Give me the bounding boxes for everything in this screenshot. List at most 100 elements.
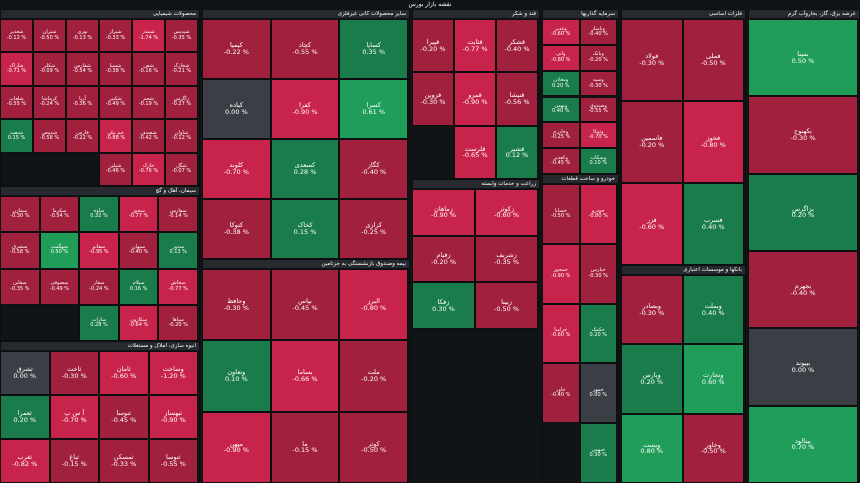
treemap-tile[interactable]: وسکاب 0.10 % bbox=[579, 148, 617, 173]
treemap-tile[interactable]: بساما -0.66 % bbox=[270, 340, 340, 412]
treemap-tile[interactable]: فارس -0.22 % bbox=[66, 119, 99, 153]
treemap-tile[interactable]: بزاگرس 0.20 % bbox=[749, 173, 858, 251]
treemap-tile[interactable]: قپیرا -0.20 % bbox=[413, 19, 454, 73]
treemap-tile[interactable]: قلرست -0.65 % bbox=[454, 125, 496, 178]
treemap-tile[interactable]: سدور 0.13 % bbox=[158, 232, 198, 269]
treemap-tile[interactable]: ثاخت -0.30 % bbox=[49, 351, 99, 395]
treemap-tile[interactable]: سبهان -0.40 % bbox=[118, 232, 159, 269]
treemap-tile[interactable]: خمهر 0.00 % bbox=[579, 363, 617, 424]
treemap-tile[interactable]: ثباغ -0.15 % bbox=[49, 439, 99, 482]
treemap-tile[interactable]: سمازن -0.30 % bbox=[1, 196, 40, 233]
treemap-tile[interactable]: سشرق -0.58 % bbox=[1, 232, 40, 269]
treemap-tile[interactable]: شفارس -0.54 % bbox=[66, 52, 99, 86]
treemap-tile[interactable]: ومعادن 0.20 % bbox=[543, 70, 580, 97]
treemap-tile[interactable]: ثغرب -0.82 % bbox=[1, 439, 50, 482]
treemap-tile[interactable]: شیراز -0.33 % bbox=[99, 19, 132, 53]
treemap-tile[interactable]: وتجارت 0.60 % bbox=[682, 344, 744, 414]
treemap-tile[interactable]: واتی -0.80 % bbox=[543, 44, 580, 71]
treemap-tile[interactable]: سخاش -0.77 % bbox=[158, 268, 198, 305]
treemap-tile[interactable]: خاور -0.40 % bbox=[543, 363, 580, 424]
treemap-tile[interactable]: شگل -0.07 % bbox=[165, 152, 198, 185]
treemap-tile[interactable]: وخاور -0.50 % bbox=[682, 413, 744, 482]
treemap-tile[interactable]: ما -0.15 % bbox=[270, 411, 340, 482]
treemap-tile[interactable]: شسپا -0.38 % bbox=[99, 52, 132, 86]
treemap-tile[interactable]: زبینا -0.50 % bbox=[475, 282, 538, 328]
treemap-tile[interactable]: زقیام -0.20 % bbox=[413, 235, 475, 283]
treemap-tile[interactable]: وبهمن 0.40 % bbox=[543, 96, 580, 123]
sector-box[interactable]: انبوه سازی، املاک و مستغلات وساخت -1.20 % ث… bbox=[0, 341, 200, 483]
treemap-tile[interactable]: قشکر -0.40 % bbox=[496, 19, 538, 73]
sector-box[interactable]: خودرو و ساخت قطعات خودرو -0.80 % خساپا -0.50… bbox=[542, 174, 619, 483]
sector-box[interactable]: محصولات شیمیایی شپدیس -0.35 % شبندر -1.74 % ش… bbox=[0, 9, 200, 186]
treemap-tile[interactable]: شجم -0.19 % bbox=[132, 85, 165, 120]
treemap-tile[interactable]: شتران -0.50 % bbox=[33, 19, 66, 53]
sector-box[interactable]: سایر محصولات کانی غیرفلزی کساپا 0.35 % کچاد… bbox=[202, 9, 410, 259]
treemap-tile[interactable]: وبصادر -0.30 % bbox=[622, 275, 683, 345]
treemap-tile[interactable]: قشیر 0.12 % bbox=[496, 125, 538, 178]
treemap-tile[interactable]: کلوند -0.70 % bbox=[203, 139, 271, 199]
treemap-tile[interactable]: سفارس -0.14 % bbox=[158, 196, 198, 233]
treemap-tile[interactable]: وغدیر -0.60 % bbox=[543, 19, 580, 45]
treemap-tile[interactable]: بمپنا 0.50 % bbox=[749, 19, 858, 97]
sector-box[interactable]: بیمه وصندوق بازنشستگی به جزتامین البرز -0.… bbox=[202, 259, 410, 483]
treemap-tile[interactable]: وتوکا -0.70 % bbox=[579, 122, 617, 149]
treemap-tile[interactable]: ثنوسا -0.45 % bbox=[99, 395, 149, 439]
treemap-tile[interactable]: فاسمین -0.20 % bbox=[622, 101, 683, 183]
treemap-tile[interactable]: ملت -0.20 % bbox=[339, 340, 408, 412]
treemap-tile[interactable]: کرماشا -0.24 % bbox=[33, 85, 66, 120]
treemap-tile[interactable]: کباده 0.00 % bbox=[203, 79, 271, 139]
treemap-tile[interactable]: شصدف -0.42 % bbox=[132, 119, 165, 153]
treemap-tile[interactable]: بپیوند 0.00 % bbox=[749, 328, 858, 406]
treemap-tile[interactable]: فملی -0.50 % bbox=[682, 19, 744, 101]
treemap-tile[interactable]: نوری -0.13 % bbox=[66, 19, 99, 53]
treemap-tile[interactable]: زاگرس -0.27 % bbox=[165, 85, 198, 120]
treemap-tile[interactable]: شبندر -1.74 % bbox=[132, 19, 165, 53]
treemap-tile[interactable]: جم پیلن -0.88 % bbox=[99, 119, 132, 153]
treemap-tile[interactable]: بکهنوج -0.30 % bbox=[749, 96, 858, 174]
treemap-tile[interactable]: سصوفی -0.49 % bbox=[39, 268, 80, 305]
treemap-tile[interactable]: البرز -0.80 % bbox=[339, 269, 408, 341]
sector-box[interactable]: فلزات اساسی فملی -0.50 % فولاد -0.30 % فخوز -0… bbox=[621, 9, 746, 265]
treemap-tile[interactable]: وپاسار -0.40 % bbox=[579, 19, 617, 45]
treemap-tile[interactable]: سهگمت 0.50 % bbox=[39, 232, 80, 269]
treemap-tile[interactable]: وصندوق -0.55 % bbox=[579, 96, 617, 123]
treemap-tile[interactable]: خساپا -0.50 % bbox=[543, 184, 580, 244]
treemap-tile[interactable]: شنفت 0.15 % bbox=[1, 119, 33, 153]
treemap-tile[interactable]: خارک -0.76 % bbox=[132, 152, 165, 185]
treemap-tile[interactable]: فخوز -0.80 % bbox=[682, 101, 744, 183]
treemap-tile[interactable]: کتوکا -0.38 % bbox=[203, 199, 271, 258]
treemap-tile[interactable]: بپاس -0.45 % bbox=[270, 269, 340, 341]
sector-box[interactable]: بانکها و موسسات اعتباری وبملت 0.40 % وبصادر… bbox=[621, 265, 746, 483]
treemap-tile[interactable]: آ س پ -0.70 % bbox=[49, 395, 99, 439]
treemap-tile[interactable]: میهن -0.90 % bbox=[203, 411, 271, 482]
treemap-tile[interactable]: قمرو -0.90 % bbox=[454, 72, 496, 126]
treemap-tile[interactable]: سقاین -0.35 % bbox=[1, 268, 40, 305]
treemap-tile[interactable]: سپاها -0.20 % bbox=[158, 304, 198, 340]
treemap-tile[interactable]: وبانک -0.20 % bbox=[579, 44, 617, 71]
sector-box[interactable]: سرمایه گذاریها وپاسار -0.40 % وغدیر -0.60 % و… bbox=[542, 9, 619, 174]
treemap-tile[interactable]: شلعاب -0.55 % bbox=[1, 85, 33, 120]
sector-box[interactable]: سیمان، آهک و گچ سفارس -0.14 % سخوز -0.77 % سا… bbox=[0, 186, 200, 341]
sector-box[interactable]: عرضه برق، گاز، بخاروآب گرم بمپنا 0.50 % بکه… bbox=[748, 9, 860, 483]
treemap-tile[interactable]: فولاد -0.30 % bbox=[622, 19, 683, 101]
treemap-tile[interactable]: سیلام 0.16 % bbox=[118, 268, 159, 305]
treemap-tile[interactable]: خزامیا -0.60 % bbox=[543, 303, 580, 364]
treemap-tile[interactable]: سکرما -0.54 % bbox=[39, 196, 80, 233]
treemap-tile[interactable]: وحافظ -0.30 % bbox=[203, 269, 271, 341]
treemap-tile[interactable]: زفکا 0.30 % bbox=[413, 282, 475, 328]
treemap-tile[interactable]: شغدیر -0.12 % bbox=[1, 19, 33, 53]
treemap-tile[interactable]: زشریف -0.35 % bbox=[475, 235, 538, 283]
treemap-tile[interactable]: سکارون -0.64 % bbox=[118, 304, 159, 340]
sector-box[interactable]: قند و شکر قشکر -0.40 % قثابت -0.77 % قپیرا -0.… bbox=[412, 9, 540, 179]
treemap-tile[interactable]: بجهرم -0.40 % bbox=[749, 251, 858, 329]
treemap-tile[interactable]: ثامان -0.60 % bbox=[99, 351, 149, 395]
treemap-tile[interactable]: کساپا 0.35 % bbox=[339, 19, 408, 79]
treemap-tile[interactable]: ثتوسا -0.55 % bbox=[148, 439, 198, 482]
treemap-tile[interactable]: شفن -0.16 % bbox=[132, 52, 165, 86]
treemap-tile[interactable]: کگاز -0.40 % bbox=[339, 139, 408, 199]
treemap-tile[interactable]: آریا -0.36 % bbox=[66, 85, 99, 120]
treemap-tile[interactable]: ثعمرا 0.20 % bbox=[1, 395, 50, 439]
treemap-tile[interactable]: وپارس 0.20 % bbox=[622, 344, 683, 414]
treemap-tile[interactable]: سخوز -0.77 % bbox=[118, 196, 159, 233]
treemap-tile[interactable]: خمحور -0.90 % bbox=[543, 243, 580, 304]
